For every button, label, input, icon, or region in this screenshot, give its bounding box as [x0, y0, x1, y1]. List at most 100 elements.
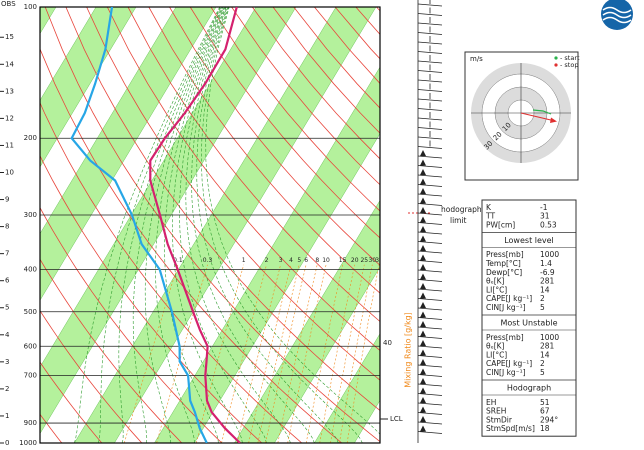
index-value: 281 — [540, 342, 555, 351]
mixing-ratio-line — [196, 264, 244, 443]
barb — [417, 250, 443, 254]
barb-flag — [420, 302, 426, 308]
barb — [417, 345, 443, 349]
legend-dot — [554, 63, 558, 67]
barb — [417, 32, 443, 35]
hodo-unit: m/s — [470, 55, 483, 63]
barb — [417, 241, 443, 244]
barb-flag — [420, 321, 426, 327]
index-value: 2 — [540, 294, 545, 303]
mixing-ratio-label: 8 — [315, 257, 319, 264]
index-value: 31 — [540, 212, 550, 221]
y2-tick-label: 14 — [5, 60, 14, 68]
mixing-ratio-line — [346, 264, 380, 443]
barb-flag — [420, 207, 426, 213]
y2-tick-label: 6 — [5, 277, 10, 285]
index-value: -1 — [540, 203, 548, 212]
mixing-ratio-line — [156, 264, 208, 443]
y2-tick-label: 11 — [5, 141, 14, 149]
y2-tick-label: 9 — [5, 196, 9, 204]
moist-adiabat — [144, 7, 223, 443]
index-value: 67 — [540, 407, 550, 416]
barb-flag — [420, 150, 426, 156]
barb-flag — [420, 159, 426, 166]
mixing-ratio-label: 30 — [368, 257, 376, 264]
mixing-ratio-label: 5 — [297, 257, 301, 264]
index-label: Dewp[°C] — [486, 268, 522, 277]
index-value: 1000 — [540, 250, 559, 259]
index-value: 5 — [540, 303, 545, 312]
barb — [417, 288, 443, 292]
barb — [417, 260, 443, 263]
y2-tick-label: 12 — [5, 114, 14, 122]
moist-adiabat — [185, 7, 291, 443]
index-label: Press[mb] — [486, 250, 524, 259]
y2-tick-label: 15 — [5, 33, 14, 41]
y-tick-label: 600 — [24, 342, 37, 350]
barb-flag — [420, 292, 426, 299]
barb — [417, 146, 443, 149]
index-label: CAPE[J kg⁻¹] — [486, 294, 532, 303]
barb-flag — [420, 340, 426, 346]
section-title: Hodograph — [507, 384, 551, 393]
logo-wave — [602, 6, 632, 14]
index-label: PW[cm] — [486, 220, 515, 229]
index-value: 294° — [540, 415, 558, 424]
barb-flag — [420, 397, 426, 403]
dry-adiabat — [148, 7, 380, 294]
y-tick-label: 400 — [24, 265, 37, 273]
barb — [417, 212, 443, 216]
mixing-ratio-label: 15 — [339, 257, 347, 264]
index-label: TT — [485, 212, 495, 221]
mixing-ratio-line — [221, 264, 267, 443]
mixing-ratio-line — [265, 264, 307, 443]
mixing-ratio-line — [248, 264, 292, 443]
moist-adiabat — [179, 7, 267, 443]
level-label: 40 — [383, 339, 392, 347]
mixing-ratio-label: 2 — [265, 257, 269, 264]
moist-adiabat — [191, 7, 315, 443]
dry-adiabat — [40, 47, 343, 443]
barb — [417, 383, 443, 387]
index-value: 1000 — [540, 333, 559, 342]
hodograph-limit: hodograph — [441, 205, 482, 214]
barb — [417, 174, 443, 178]
barb-flag — [420, 197, 426, 204]
logo-wave — [602, 16, 632, 24]
barb — [417, 22, 443, 26]
moist-adiabat — [196, 7, 339, 443]
isotherm-band — [74, 7, 377, 443]
mixing-ratio-line — [287, 264, 327, 443]
barb — [417, 165, 443, 168]
index-label: CIN[J kg⁻¹] — [486, 303, 526, 312]
barb — [417, 60, 443, 64]
index-value: 2 — [540, 359, 545, 368]
y2-tick-label: 3 — [5, 358, 9, 366]
index-label: LI[°C] — [486, 350, 507, 359]
index-label: EH — [486, 398, 496, 407]
isotherm — [40, 7, 137, 168]
index-label: K — [486, 203, 492, 212]
moist-adiabat — [200, 7, 363, 443]
y2-tick-label: 5 — [5, 304, 9, 312]
dry-adiabat — [40, 361, 103, 443]
barb-flag — [420, 283, 426, 289]
mixing-ratio-label: 10 — [322, 257, 330, 264]
moist-adiabat — [118, 7, 222, 443]
mixing-ratio-label: 3 — [279, 257, 283, 264]
barb — [417, 184, 443, 187]
barb-flag — [420, 178, 426, 185]
dry-adiabat — [40, 154, 263, 443]
barb-flag — [420, 416, 426, 422]
isotherm — [40, 7, 177, 235]
barb — [417, 364, 443, 368]
barb-flag — [420, 425, 426, 432]
index-value: 1.4 — [540, 259, 552, 268]
background: 0.1 0.3 1 2 3 4 5 6 8 10 15 20 25 30 35 — [40, 7, 380, 443]
moist-adiabat — [205, 7, 380, 435]
y2-tick-label: 4 — [5, 331, 10, 339]
legend-label: - start — [560, 54, 580, 62]
index-label: θₑ[K] — [486, 342, 505, 351]
index-label: Temp[°C] — [485, 259, 521, 268]
barb — [417, 155, 443, 159]
